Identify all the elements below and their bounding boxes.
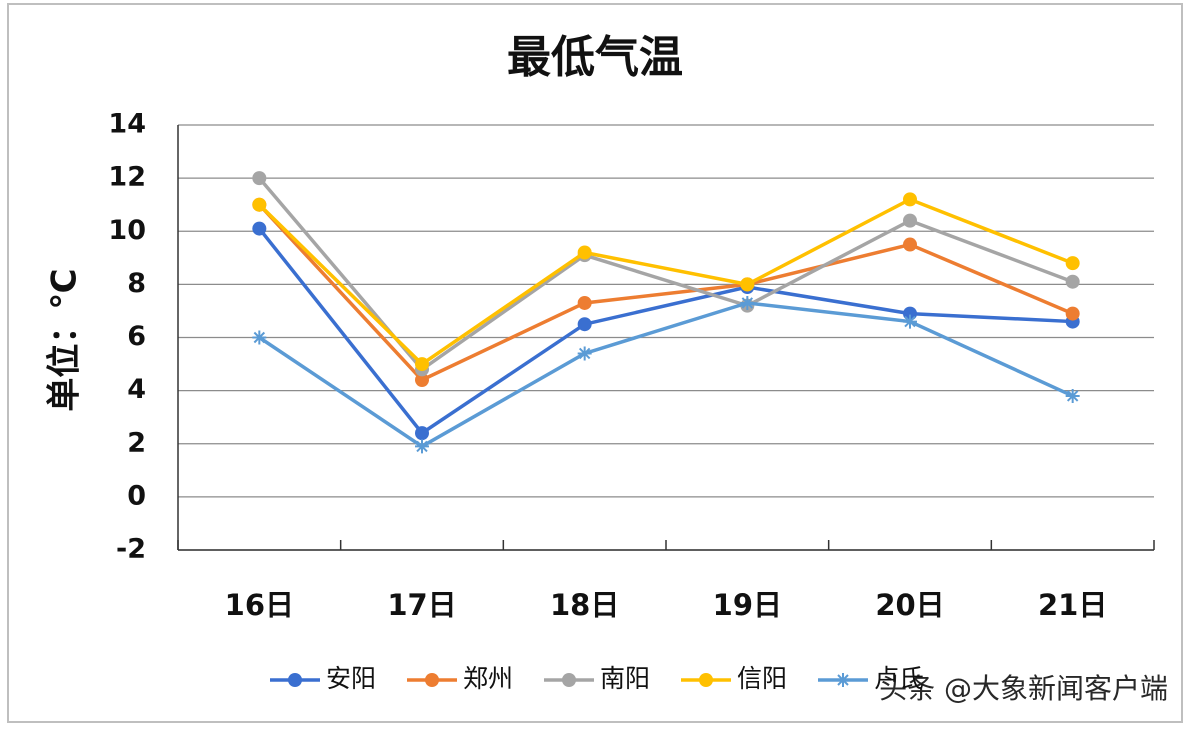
point [1065, 306, 1080, 321]
series-line [258, 197, 1074, 367]
point [740, 277, 755, 292]
point [252, 197, 267, 212]
y-tick-label: 2 [127, 427, 146, 458]
x-tick-label: 16日 [225, 588, 294, 622]
x-tick-label: 18日 [550, 588, 619, 622]
series-line [258, 301, 1074, 449]
legend-marker [562, 673, 576, 687]
x-tick-label: 21日 [1038, 588, 1107, 622]
point [252, 171, 267, 186]
watermark: 头条 @大象新闻客户端 [879, 672, 1168, 705]
x-tick-label: 20日 [875, 588, 944, 622]
series-line [257, 227, 1073, 436]
legend-marker [288, 673, 302, 687]
legend-label: 郑州 [463, 664, 513, 693]
point [415, 373, 429, 387]
y-tick-label: -2 [116, 534, 146, 565]
chart-title: 最低气温 [507, 32, 683, 83]
x-tick-label: 19日 [713, 588, 782, 622]
legend-label: 卢氏 [874, 664, 924, 693]
point [740, 295, 755, 310]
point [1065, 256, 1080, 271]
point [415, 439, 429, 454]
y-tick-label: 0 [127, 480, 146, 511]
point [577, 295, 592, 310]
point [577, 346, 592, 361]
y-tick-label: 14 [108, 109, 146, 140]
y-tick-label: 12 [108, 162, 146, 193]
y-tick-label: 4 [127, 374, 146, 405]
point [903, 213, 917, 228]
y-tick-label: 6 [127, 321, 146, 352]
chart-border [7, 3, 1183, 723]
legend-marker [425, 673, 439, 687]
legend-marker [699, 673, 713, 687]
point [252, 330, 267, 345]
series-line [258, 203, 1074, 383]
point [415, 426, 429, 441]
point [577, 245, 592, 260]
y-tick-label: 10 [108, 215, 146, 246]
point [1065, 388, 1080, 403]
legend-label: 南阳 [600, 664, 650, 693]
point [415, 357, 429, 372]
point [252, 221, 267, 236]
y-axis-label: 单位：℃ [45, 268, 85, 411]
point [903, 314, 917, 329]
y-tick-label: 8 [127, 268, 146, 299]
point [577, 317, 592, 332]
x-tick-label: 17日 [387, 588, 456, 622]
point [903, 192, 917, 207]
legend-marker [836, 673, 850, 687]
point [1065, 274, 1080, 289]
legend-label: 信阳 [737, 664, 787, 693]
point [903, 237, 917, 252]
legend-label: 安阳 [326, 664, 376, 693]
